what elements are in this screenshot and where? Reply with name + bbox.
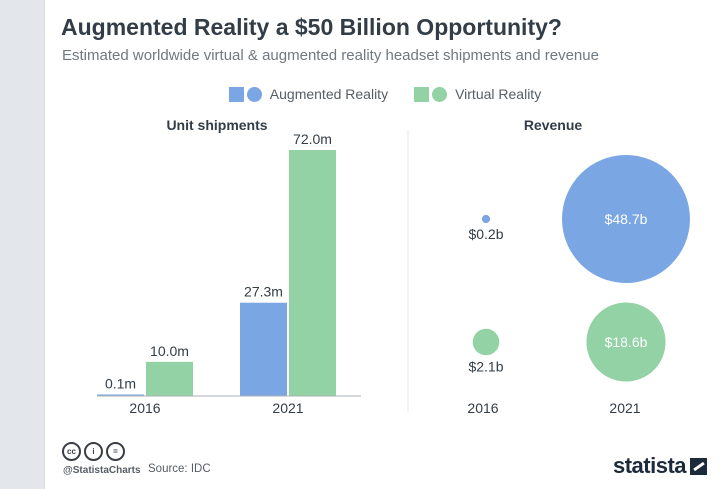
legend-vr-label: Virtual Reality <box>455 86 542 102</box>
social-handle[interactable]: @StatistaCharts <box>63 465 141 476</box>
bar-vr-2021 <box>289 150 336 396</box>
statista-mark-icon <box>690 457 708 475</box>
legend-vr-circle-icon <box>432 86 448 102</box>
bar-ar-2016 <box>97 394 144 396</box>
bar-label-ar-2021: 27.3m <box>244 284 283 300</box>
bar-label-vr-2016: 10.0m <box>150 343 189 359</box>
bar-group: 0.1m 27.3m 10.0m 72.0m <box>97 131 336 396</box>
chart-title: Augmented Reality a $50 Billion Opportun… <box>61 14 562 40</box>
bar-x-tick-2016: 2016 <box>129 400 160 416</box>
bubble-label-ar-2021: $48.7b <box>605 211 648 227</box>
bubble-label-ar-2016: $0.2b <box>468 226 503 242</box>
legend: Augmented Reality Virtual Reality <box>45 86 724 102</box>
infographic-card: Augmented Reality a $50 Billion Opportun… <box>44 0 724 489</box>
cc-icon: cc <box>62 442 81 461</box>
bubble-x-tick-2016: 2016 <box>467 400 498 416</box>
chart-subtitle: Estimated worldwide virtual & augmented … <box>62 47 599 64</box>
bar-vr-2016 <box>146 361 193 396</box>
bar-ar-2021 <box>240 302 287 396</box>
bar-label-vr-2021: 72.0m <box>293 131 332 147</box>
legend-item-vr: Virtual Reality <box>414 86 541 102</box>
bar-x-tick-2021: 2021 <box>272 400 303 416</box>
bubble-label-vr-2016: $2.1b <box>468 358 503 374</box>
bar-label-ar-2016: 0.1m <box>105 376 136 392</box>
bubble-ar-2016 <box>481 214 491 224</box>
bubble-chart-title: Revenue <box>524 117 583 133</box>
brand-wordmark: statista <box>613 453 687 478</box>
legend-vr-square-icon <box>414 86 430 102</box>
source-note: Source: IDC <box>148 463 211 475</box>
bubble-group: $0.2b $48.7b $2.1b $18.6b <box>468 155 690 382</box>
bubble-x-tick-2021: 2021 <box>609 400 640 416</box>
legend-ar-square-icon <box>228 86 244 102</box>
nd-icon: = <box>106 442 125 461</box>
statista-logo[interactable]: statista <box>613 453 708 479</box>
legend-ar-circle-icon <box>246 86 262 102</box>
license-icons: cc i = <box>62 442 125 461</box>
bubble-vr-2021 <box>586 302 666 382</box>
bubble-label-vr-2021: $18.6b <box>605 334 648 350</box>
legend-ar-label: Augmented Reality <box>269 86 389 102</box>
bar-chart-title: Unit shipments <box>166 117 267 133</box>
legend-item-ar: Augmented Reality <box>228 86 389 102</box>
bubble-chart: Revenue $0.2b $48.7b $2.1b $18.6b 2016 2021 <box>467 117 690 416</box>
bubble-vr-2016 <box>472 328 500 356</box>
by-icon: i <box>84 442 103 461</box>
bubble-ar-2021 <box>562 155 690 283</box>
